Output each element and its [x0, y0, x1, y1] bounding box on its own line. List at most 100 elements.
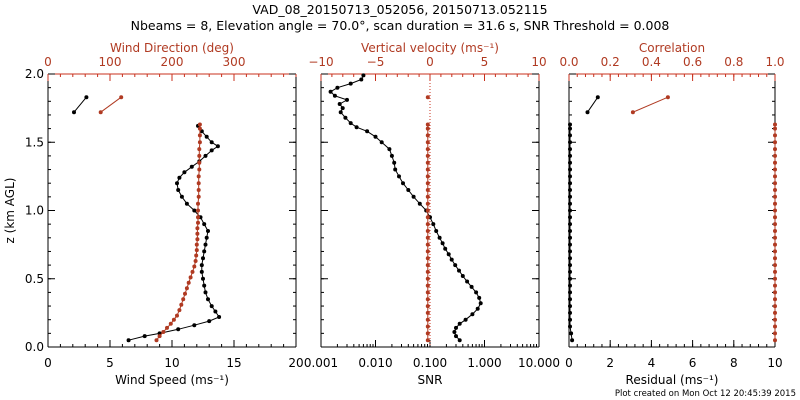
- data-point: [204, 134, 209, 139]
- data-point: [457, 338, 462, 343]
- series-line: [73, 96, 87, 113]
- data-point: [568, 297, 572, 302]
- data-point: [773, 160, 777, 165]
- data-point: [568, 208, 572, 213]
- x-top-tick-label: −5: [367, 55, 385, 69]
- data-point: [204, 235, 209, 240]
- x-top-tick-label: 0.4: [642, 55, 661, 69]
- x-bottom-tick-label: 2: [606, 356, 614, 370]
- data-point: [195, 226, 200, 231]
- x-bottom-tick-label: 0.010: [358, 356, 392, 370]
- data-point: [197, 167, 202, 172]
- data-point: [425, 317, 430, 322]
- data-point: [437, 235, 442, 240]
- x-top-axis-label: Correlation: [639, 41, 705, 55]
- data-point: [184, 201, 189, 206]
- data-point: [425, 215, 430, 220]
- data-point: [425, 235, 430, 240]
- series-line: [156, 124, 201, 341]
- data-point: [338, 110, 343, 115]
- data-point: [84, 95, 89, 100]
- data-point: [176, 188, 181, 192]
- data-point: [197, 140, 202, 145]
- data-point: [585, 110, 590, 115]
- data-point: [209, 140, 214, 145]
- data-point: [773, 283, 777, 288]
- data-point: [568, 181, 572, 186]
- data-point: [570, 338, 575, 343]
- data-point: [197, 153, 202, 158]
- x-top-tick-label: 200: [161, 55, 184, 69]
- data-point: [470, 312, 475, 317]
- data-point: [568, 222, 572, 227]
- data-point: [773, 242, 777, 247]
- y-tick-label: 0.5: [25, 272, 44, 286]
- x-top-tick-label: 5: [481, 55, 489, 69]
- data-point: [425, 338, 430, 343]
- data-point: [568, 167, 572, 172]
- data-point: [440, 241, 445, 246]
- data-point: [171, 317, 176, 322]
- data-point: [154, 338, 159, 343]
- data-point: [773, 133, 777, 138]
- x-bottom-tick-label: 8: [730, 356, 738, 370]
- data-point: [474, 290, 479, 295]
- data-point: [345, 97, 349, 102]
- x-bottom-tick-label: 0.001: [304, 356, 338, 370]
- data-point: [179, 302, 184, 307]
- data-point: [175, 313, 179, 318]
- data-point: [773, 174, 777, 179]
- data-point: [773, 269, 777, 274]
- data-point: [773, 194, 777, 199]
- data-point: [177, 175, 182, 180]
- data-point: [773, 229, 777, 233]
- data-point: [568, 122, 572, 127]
- data-point: [196, 194, 201, 199]
- series-line: [587, 96, 599, 113]
- data-point: [203, 290, 208, 295]
- data-point: [194, 248, 199, 253]
- data-point: [182, 170, 187, 175]
- data-point: [568, 283, 572, 288]
- x-top-tick-label: −10: [308, 55, 333, 69]
- data-point: [183, 291, 187, 296]
- data-point: [176, 327, 181, 332]
- x-bottom-tick-label: 15: [226, 356, 241, 370]
- data-point: [196, 174, 201, 179]
- x-bottom-tick-label: 5: [106, 356, 114, 370]
- y-tick-label: 1.5: [25, 135, 44, 149]
- data-point: [465, 279, 470, 284]
- data-point: [425, 297, 430, 302]
- data-point: [425, 331, 430, 336]
- data-point: [168, 321, 173, 326]
- data-point: [425, 222, 430, 227]
- data-point: [630, 110, 635, 115]
- data-point: [199, 263, 204, 268]
- data-point: [387, 147, 392, 152]
- data-point: [217, 315, 222, 319]
- data-point: [773, 122, 777, 127]
- data-point: [379, 140, 384, 145]
- data-point: [773, 317, 777, 322]
- data-point: [568, 242, 572, 247]
- data-point: [773, 215, 777, 220]
- data-point: [425, 290, 430, 295]
- plot-created-footer: Plot created on Mon Oct 12 20:45:39 2015: [615, 389, 796, 399]
- data-point: [206, 297, 210, 302]
- data-point: [373, 134, 378, 139]
- data-point: [425, 167, 430, 172]
- data-point: [165, 325, 169, 330]
- data-point: [354, 125, 359, 130]
- data-point: [192, 264, 197, 269]
- data-point: [425, 201, 430, 206]
- data-point: [196, 208, 200, 213]
- data-point: [340, 106, 345, 111]
- data-point: [568, 126, 572, 131]
- data-point: [773, 297, 777, 302]
- data-point: [209, 304, 214, 309]
- data-point: [365, 129, 370, 134]
- data-point: [568, 215, 572, 220]
- x-top-axis-label: Wind Direction (deg): [110, 41, 234, 55]
- data-point: [392, 160, 397, 165]
- data-point: [343, 115, 348, 120]
